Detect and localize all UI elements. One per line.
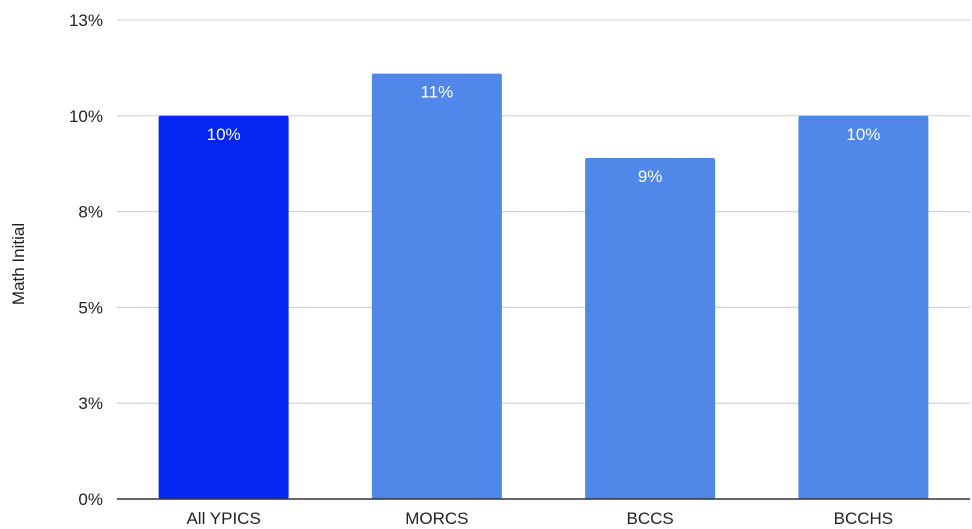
bar-data-label: 11%: [420, 83, 453, 102]
x-category-label: BCCHS: [834, 509, 894, 528]
bar: [371, 73, 502, 499]
bar: [158, 115, 289, 500]
y-tick-label: 0%: [78, 490, 103, 509]
y-tick-label: 8%: [78, 203, 103, 222]
bar-data-label: 10%: [207, 125, 241, 144]
bar-data-label: 9%: [638, 167, 663, 186]
bar: [585, 157, 716, 499]
labels: 0% 3% 5% 8% 10% 13% 10% All YPICS 11% MORCS 9% BCCS…: [69, 11, 893, 528]
bars: [158, 73, 929, 500]
y-tick-label: 3%: [78, 394, 103, 413]
y-axis-title: Math Initial: [9, 223, 28, 305]
x-category-label: All YPICS: [186, 509, 260, 528]
y-tick-label: 5%: [78, 298, 103, 317]
bar-data-label: 10%: [846, 125, 880, 144]
x-category-label: MORCS: [405, 509, 468, 528]
y-tick-label: 10%: [69, 107, 103, 126]
bar: [798, 115, 929, 500]
y-tick-label: 13%: [69, 11, 103, 30]
x-category-label: BCCS: [627, 509, 674, 528]
